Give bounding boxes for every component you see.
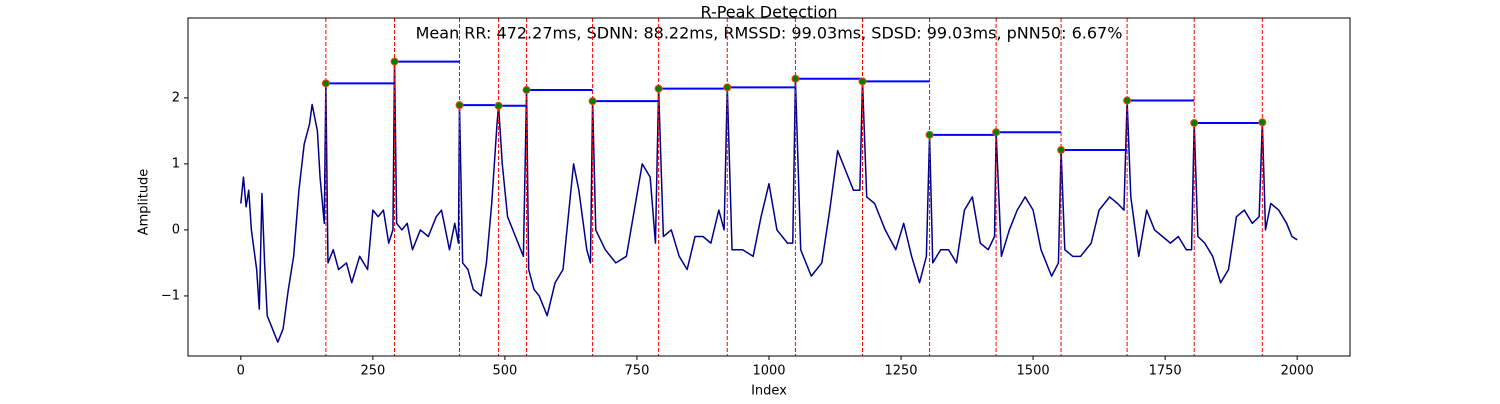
chart-subtitle: Mean RR: 472.27ms, SDNN: 88.22ms, RMSSD:… [416, 24, 1123, 43]
plot-frame [187, 17, 1351, 357]
x-tick-label: 500 [492, 364, 517, 379]
peak-marker [494, 101, 503, 110]
peak-marker [992, 128, 1001, 137]
peak-marker [390, 57, 399, 66]
x-tick-label: 1500 [1017, 364, 1050, 379]
peak-marker [455, 101, 464, 110]
peak-marker [1190, 118, 1199, 127]
peak-marker [654, 84, 663, 93]
signal-line [240, 60, 1298, 343]
x-tick-label: 1250 [884, 364, 917, 379]
y-tick-label: −1 [161, 288, 180, 303]
peak-marker [1258, 118, 1267, 127]
x-tick-label: 1750 [1149, 364, 1182, 379]
x-tick-label: 250 [360, 364, 385, 379]
peak-marker [588, 97, 597, 106]
y-axis-label: Amplitude [137, 169, 152, 236]
y-tick-label: 0 [172, 222, 180, 237]
y-tick-label: 2 [172, 90, 180, 105]
x-tick-label: 2000 [1281, 364, 1314, 379]
peak-marker [1057, 146, 1066, 155]
chart-title: R-Peak Detection [700, 3, 837, 22]
y-tick-label: 1 [172, 156, 180, 171]
x-axis-label: Index [751, 384, 787, 399]
peak-marker [522, 85, 531, 94]
peak-marker [791, 74, 800, 83]
x-tick-label: 1000 [752, 364, 785, 379]
peak-marker [1123, 96, 1132, 105]
peak-marker [925, 130, 934, 139]
x-tick-label: 0 [237, 364, 245, 379]
x-tick-label: 750 [625, 364, 650, 379]
peak-marker [723, 83, 732, 92]
peak-marker [858, 77, 867, 86]
peak-marker [321, 79, 330, 88]
